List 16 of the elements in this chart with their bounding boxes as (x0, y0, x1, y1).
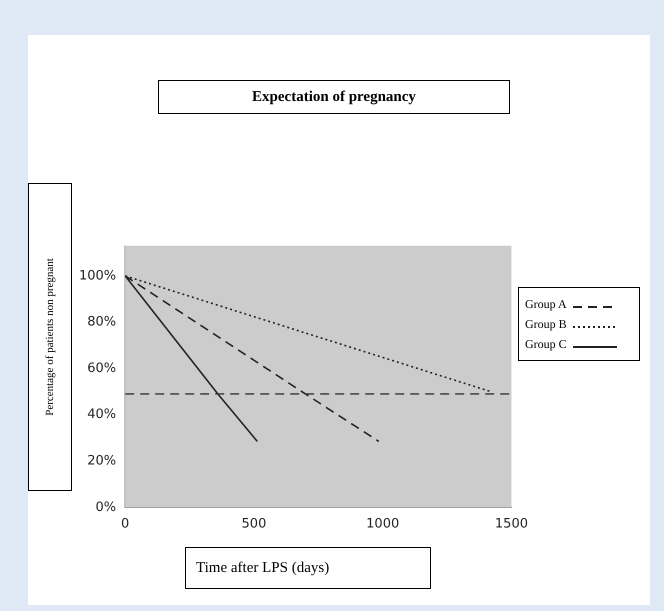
x-tick-label: 500 (242, 516, 266, 532)
x-tick-label: 1000 (366, 516, 400, 532)
legend-label: Group B (525, 316, 567, 332)
y-tick-label: 80% (87, 314, 116, 330)
y-tick-label: 60% (87, 360, 116, 376)
x-tick-label: 1500 (494, 516, 528, 532)
y-tick-label: 40% (87, 407, 116, 422)
chart-title: Expectation of pregnancy (158, 80, 510, 114)
y-tick-label: 0% (96, 500, 116, 515)
legend-label: Group A (525, 296, 567, 312)
y-axis-title: Percentage of patients non pregnant (44, 258, 56, 416)
x-tick-label: 0 (121, 516, 130, 532)
legend-label: Group C (525, 336, 567, 352)
y-tick-label: 100% (78, 268, 116, 284)
y-tick-label: 20% (87, 453, 116, 468)
x-axis-title: Time after LPS (days) (185, 547, 431, 589)
